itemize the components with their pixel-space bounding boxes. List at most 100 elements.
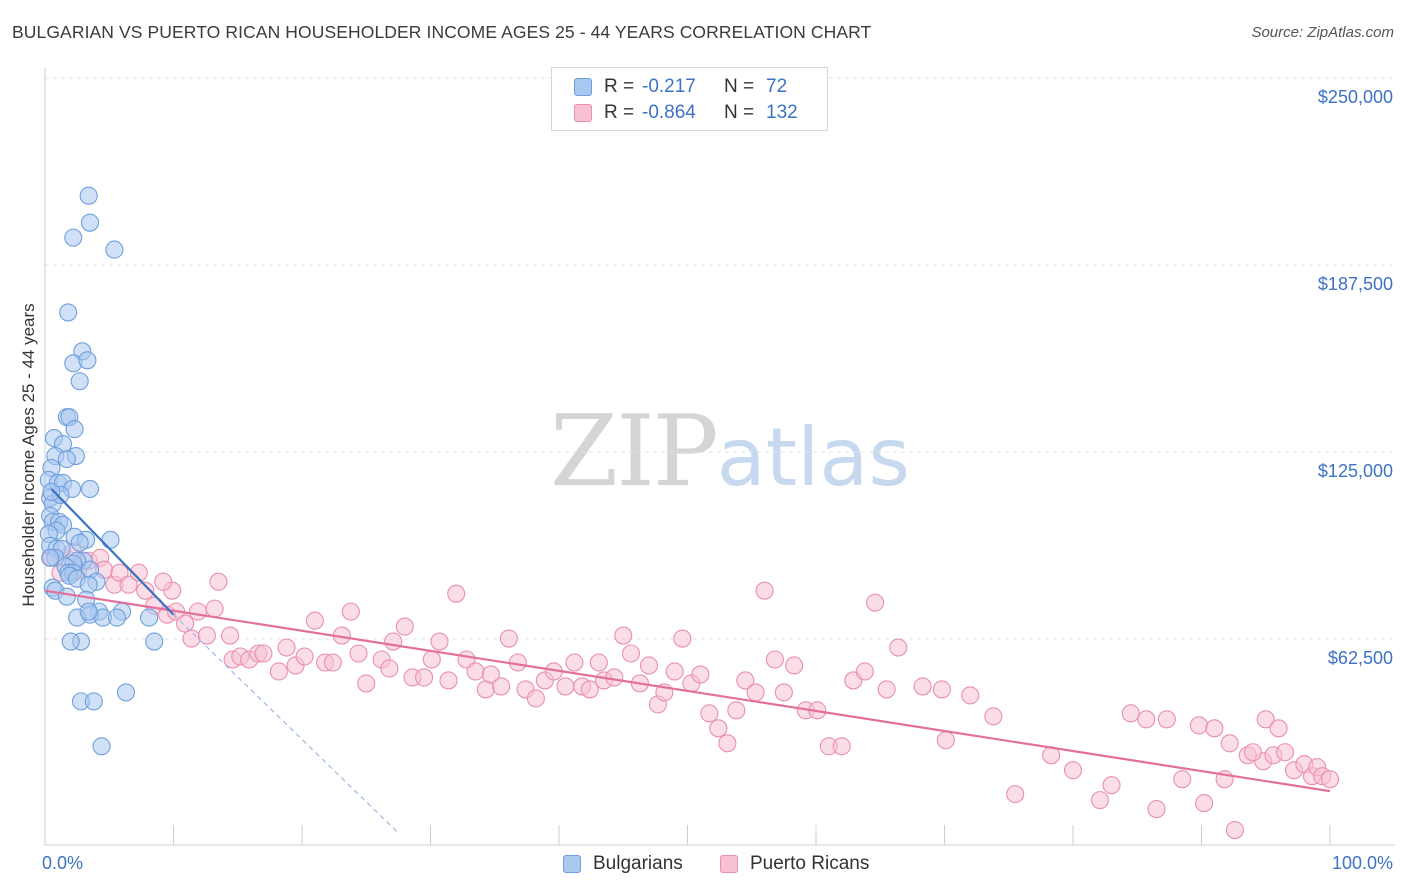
puerto-rican-point (961, 686, 980, 705)
bulgarian-point (79, 186, 98, 205)
puerto-rican-point (1195, 794, 1214, 813)
puerto-rican-point (341, 602, 360, 621)
puerto-rican-point (1137, 710, 1156, 729)
puerto-rican-point (1225, 820, 1244, 840)
puerto-rican-point (1189, 716, 1208, 735)
legend-n-value: 132 (766, 102, 798, 123)
bulgarian-point (70, 372, 89, 391)
puerto-rican-point (889, 638, 908, 657)
puerto-rican-point (736, 671, 755, 690)
puerto-rican-point (447, 584, 466, 603)
puerto-rican-point (254, 644, 273, 663)
puerto-rican-point (936, 731, 955, 750)
bulgarian-point (79, 602, 98, 621)
puerto-rican-point (718, 734, 737, 753)
legend-item-bulgarians: Bulgarians (563, 853, 683, 875)
bulgarian-point (80, 213, 100, 232)
y-tick-label: $250,000 (1318, 87, 1393, 107)
puerto-rican-point (323, 653, 342, 672)
bulgarian-point (84, 692, 103, 711)
puerto-rican-point (395, 617, 414, 636)
legend-n-value: 72 (766, 76, 788, 97)
puerto-rican-point (877, 680, 896, 699)
puerto-rican-point (1320, 770, 1340, 789)
legend-swatch-bulgarians (574, 78, 592, 96)
legend-label-puerto-ricans: Puerto Ricans (750, 853, 870, 874)
legend-item-puerto-ricans: Puerto Ricans (720, 853, 869, 875)
legend-n-label: N = (724, 76, 755, 97)
puerto-rican-point (866, 593, 885, 612)
puerto-rican-point (565, 653, 584, 672)
puerto-rican-point (556, 677, 575, 696)
legend-label-bulgarians: Bulgarians (593, 853, 683, 874)
series-puerto-ricans (42, 542, 1340, 840)
legend-r-value: -0.217 (642, 76, 696, 97)
puerto-rican-point (422, 650, 441, 669)
watermark-zip: ZIP (550, 395, 719, 509)
puerto-rican-point (932, 680, 951, 699)
bulgarian-point (64, 228, 83, 247)
puerto-rican-point (220, 626, 240, 645)
puerto-rican-point (1256, 710, 1275, 729)
puerto-rican-point (182, 629, 201, 648)
bulgarian-point (80, 479, 100, 499)
legend-swatch-puerto-ricans (720, 855, 738, 873)
bulgarian-point (101, 530, 120, 549)
puerto-rican-point (727, 701, 746, 720)
chart-title: BULGARIAN VS PUERTO RICAN HOUSEHOLDER IN… (12, 22, 872, 42)
puerto-rican-point (1243, 743, 1262, 762)
series-bulgarians (39, 186, 164, 756)
y-tick-label: $62,500 (1328, 648, 1393, 668)
correlation-legend: R = -0.217 N = 72 R = -0.864 N = 132 (551, 67, 828, 131)
puerto-rican-point (1275, 743, 1295, 762)
bulgarian-point (61, 632, 80, 651)
bulgarian-point (41, 548, 60, 567)
bulgarian-point (116, 683, 136, 702)
y-tick-labels: $62,500 $125,000 $187,500 $250,000 (1318, 87, 1393, 668)
x-tick-labels: 0.0% 100.0% (42, 853, 1393, 873)
puerto-rican-point (154, 572, 173, 591)
puerto-rican-point (188, 602, 207, 621)
puerto-rican-point (1157, 710, 1176, 729)
legend-r-label: R = (604, 102, 635, 123)
puerto-rican-point (499, 629, 518, 648)
trend-lines (44, 488, 1331, 834)
puerto-rican-point (614, 626, 633, 645)
puerto-rican-point (765, 650, 784, 669)
puerto-rican-point (384, 632, 403, 651)
puerto-rican-point (832, 737, 851, 756)
puerto-rican-point (746, 683, 765, 702)
puerto-rican-point (205, 599, 224, 618)
bulgarian-point (65, 420, 84, 439)
puerto-rican-point (295, 647, 314, 666)
puerto-rican-point (110, 563, 129, 582)
y-axis-label: Householder Income Ages 25 - 44 years (19, 303, 38, 606)
puerto-rican-point (492, 677, 511, 696)
bulgarian-point (79, 575, 98, 594)
puerto-rican-point (665, 662, 684, 681)
watermark-atlas: atlas (716, 411, 911, 504)
puerto-rican-point (1205, 719, 1224, 738)
bulgarian-point (78, 351, 97, 370)
puerto-rican-point (269, 662, 288, 681)
bulgarian-point (92, 737, 111, 756)
puerto-rican-point (430, 632, 449, 651)
puerto-rican-point (639, 656, 659, 675)
puerto-rican-point (691, 665, 710, 684)
legend-row-bulgarians: R = -0.217 N = 72 (574, 75, 816, 99)
puerto-rican-point (1090, 791, 1110, 810)
puerto-rican-point (439, 671, 458, 690)
puerto-rican-point (984, 707, 1003, 726)
puerto-rican-point (1102, 776, 1121, 795)
y-tick-label: $187,500 (1318, 274, 1393, 294)
bulgarian-point (70, 533, 89, 552)
x-tick-label: 0.0% (42, 853, 83, 873)
puerto-rican-point (481, 665, 500, 684)
puerto-rican-point (709, 719, 728, 738)
bulgarian-point (145, 632, 164, 651)
puerto-rican-point (415, 668, 434, 687)
bulgarian-trendline-extension (173, 614, 399, 834)
puerto-rican-point (176, 614, 195, 633)
puerto-rican-point (119, 575, 138, 594)
puerto-rican-point (673, 629, 692, 648)
